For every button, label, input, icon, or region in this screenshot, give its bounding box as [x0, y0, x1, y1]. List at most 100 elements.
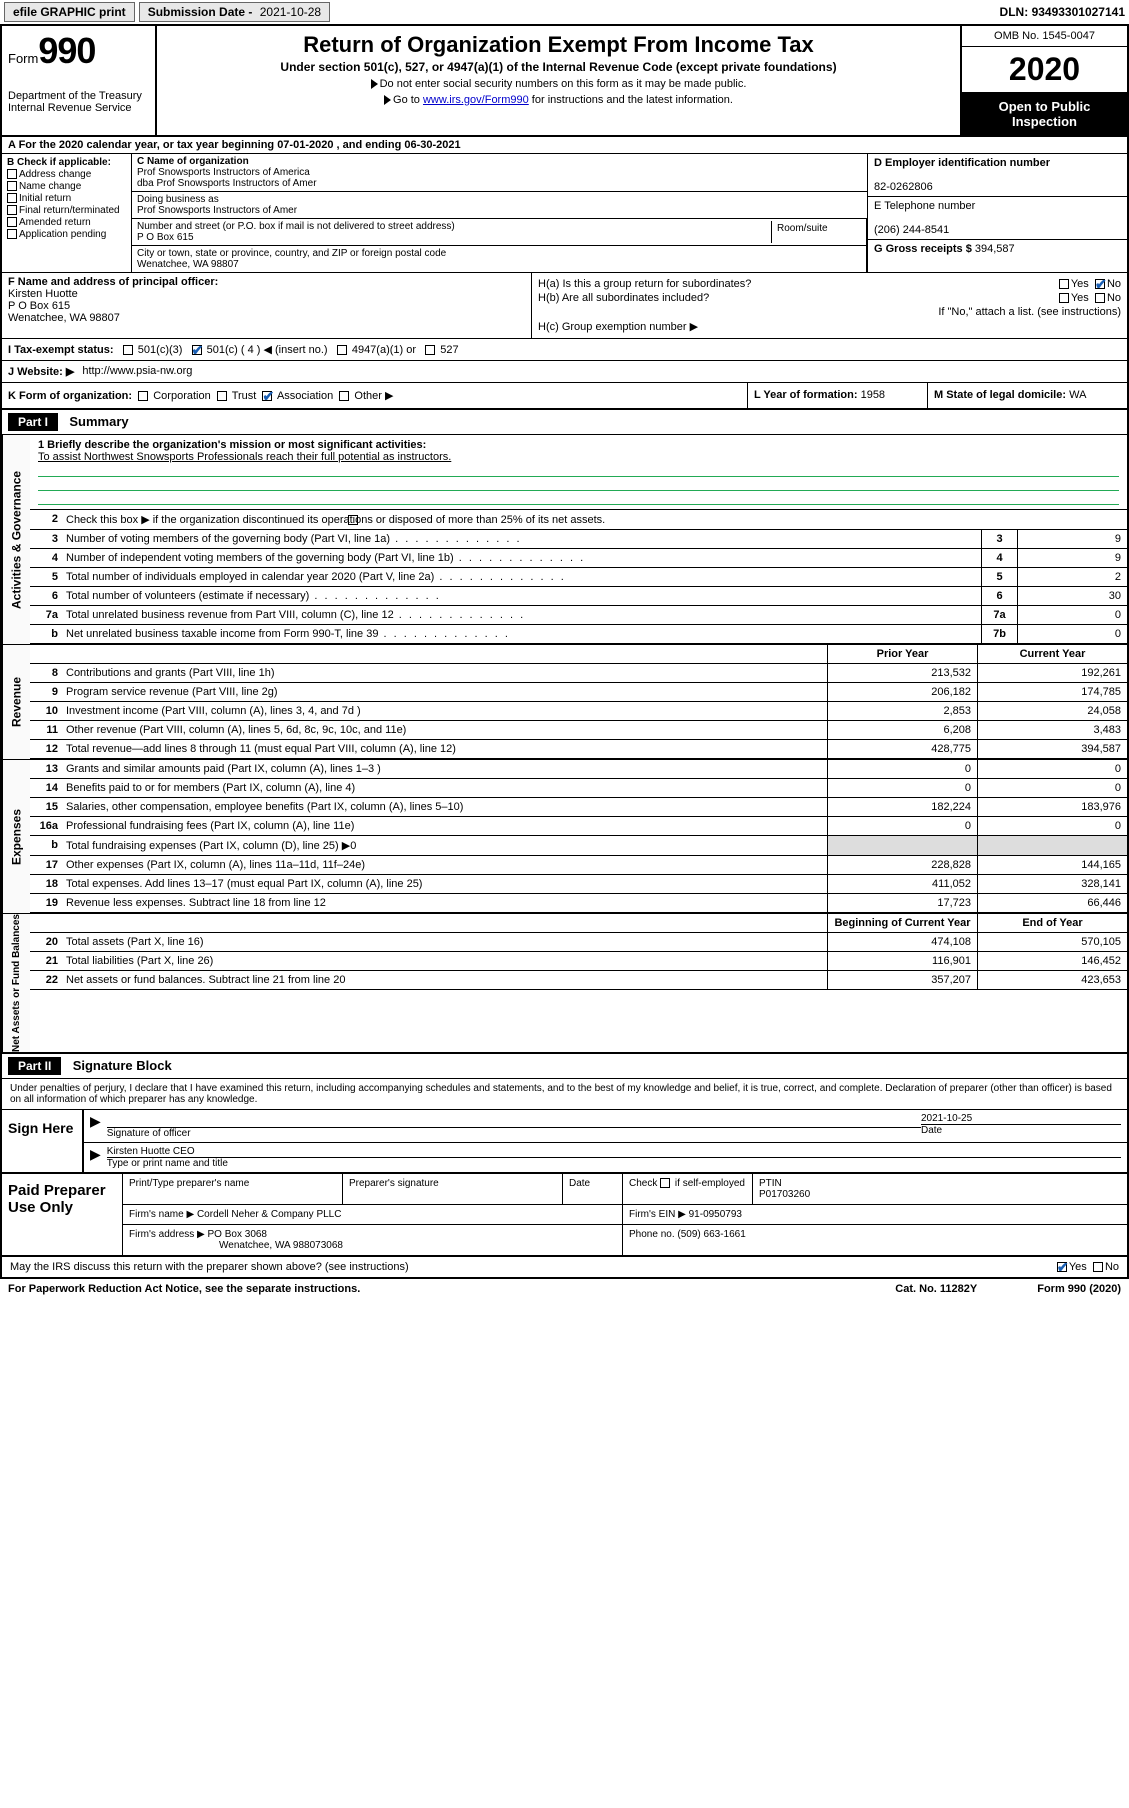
chk-address-change[interactable]: Address change: [7, 169, 126, 180]
triangle-icon: [371, 79, 378, 89]
preparer-block: Paid Preparer Use Only Print/Type prepar…: [0, 1174, 1129, 1257]
line-14: 14Benefits paid to or for members (Part …: [30, 779, 1127, 798]
klm-row: K Form of organization: Corporation Trus…: [0, 383, 1129, 410]
form-header: Form990 Department of the Treasury Inter…: [0, 26, 1129, 137]
year-formation: 1958: [861, 389, 885, 401]
vtab-expenses: Expenses: [2, 760, 30, 913]
arrow-icon: ▶: [90, 1146, 101, 1169]
box-f-label: F Name and address of principal officer:: [8, 276, 218, 288]
firm-phone: (509) 663-1661: [677, 1229, 745, 1240]
firm-addr2: Wenatchee, WA 988073068: [219, 1240, 343, 1251]
sub-date: 2021-10-28: [260, 5, 321, 19]
ha-no[interactable]: [1095, 279, 1105, 289]
ein-value: 82-0262806: [874, 181, 933, 193]
form-word: Form: [8, 51, 38, 66]
chk-501c3[interactable]: [123, 345, 133, 355]
chk-trust[interactable]: [217, 391, 227, 401]
box-g-label: G Gross receipts $: [874, 243, 972, 255]
part2-badge: Part II: [8, 1057, 61, 1075]
form-num: 990: [38, 30, 95, 71]
officer-name: Kirsten Huotte: [8, 288, 78, 300]
box-i: I Tax-exempt status: 501(c)(3) 501(c) ( …: [0, 339, 1129, 361]
hdr-end: End of Year: [977, 914, 1127, 932]
chk-assoc[interactable]: [262, 391, 272, 401]
pra-notice: For Paperwork Reduction Act Notice, see …: [8, 1283, 360, 1295]
chk-527[interactable]: [425, 345, 435, 355]
netassets-header: Beginning of Current Year End of Year: [30, 914, 1127, 933]
discuss-text: May the IRS discuss this return with the…: [10, 1261, 409, 1273]
firm-label: Firm's name ▶: [129, 1209, 194, 1220]
firm-addr1: PO Box 3068: [208, 1229, 267, 1240]
info-grid: B Check if applicable: Address change Na…: [0, 154, 1129, 273]
fh-grid: F Name and address of principal officer:…: [0, 273, 1129, 339]
part2-header: Part II Signature Block: [0, 1054, 1129, 1079]
chk-amended-return[interactable]: Amended return: [7, 217, 126, 228]
bottom-row: For Paperwork Reduction Act Notice, see …: [0, 1279, 1129, 1299]
triangle-icon: [384, 95, 391, 105]
chk-line2[interactable]: [348, 515, 358, 525]
box-c: C Name of organization Prof Snowsports I…: [132, 154, 867, 272]
firm-ein: 91-0950793: [689, 1209, 742, 1220]
part1-header: Part I Summary: [0, 410, 1129, 435]
prep-h3: Date: [563, 1174, 623, 1204]
firm-addr-label: Firm's address ▶: [129, 1229, 205, 1240]
chk-other[interactable]: [339, 391, 349, 401]
form-note2: Go to www.irs.gov/Form990 for instructio…: [163, 94, 954, 106]
line-13: 13Grants and similar amounts paid (Part …: [30, 760, 1127, 779]
topbar: efile GRAPHIC print Submission Date - 20…: [0, 0, 1129, 26]
arrow-icon: ▶: [90, 1113, 101, 1139]
chk-corp[interactable]: [138, 391, 148, 401]
box-j: J Website: ▶ http://www.psia-nw.org: [0, 361, 1129, 383]
submission-date-button[interactable]: Submission Date - 2021-10-28: [139, 2, 330, 22]
chk-self-employed[interactable]: [660, 1178, 670, 1188]
chk-discuss-no[interactable]: [1093, 1262, 1103, 1272]
mission-text: To assist Northwest Snowsports Professio…: [38, 451, 1119, 463]
form-subtitle: Under section 501(c), 527, or 4947(a)(1)…: [163, 60, 954, 74]
ha-yes[interactable]: [1059, 279, 1069, 289]
line-18: 18Total expenses. Add lines 13–17 (must …: [30, 875, 1127, 894]
chk-name-change[interactable]: Name change: [7, 181, 126, 192]
line-17: 17Other expenses (Part IX, column (A), l…: [30, 856, 1127, 875]
mission-block: 1 Briefly describe the organization's mi…: [30, 435, 1127, 510]
ha-text: H(a) Is this a group return for subordin…: [538, 278, 751, 290]
line-9: 9Program service revenue (Part VIII, lin…: [30, 683, 1127, 702]
prep-ptin: PTINP01703260: [753, 1174, 1127, 1204]
firm-ein-label: Firm's EIN ▶: [629, 1209, 686, 1220]
part2-title: Signature Block: [73, 1058, 172, 1073]
sig-date: 2021-10-25: [921, 1113, 1121, 1124]
chk-501c[interactable]: [192, 345, 202, 355]
line-a: A For the 2020 calendar year, or tax yea…: [0, 137, 1129, 154]
line-19: 19Revenue less expenses. Subtract line 1…: [30, 894, 1127, 913]
omb-number: OMB No. 1545-0047: [962, 26, 1127, 47]
box-h: H(a) Is this a group return for subordin…: [532, 273, 1127, 338]
dln: DLN: 93493301027141: [1000, 5, 1125, 19]
website-value: http://www.psia-nw.org: [82, 365, 192, 378]
part1-title: Summary: [69, 414, 128, 429]
line-22: 22Net assets or fund balances. Subtract …: [30, 971, 1127, 990]
box-j-label: J Website: ▶: [8, 365, 74, 378]
box-m: M State of legal domicile: WA: [927, 383, 1127, 408]
chk-4947[interactable]: [337, 345, 347, 355]
box-c-name-label: C Name of organization: [137, 156, 249, 167]
box-k-label: K Form of organization:: [8, 390, 132, 402]
summary-line-b: bNet unrelated business taxable income f…: [30, 625, 1127, 644]
discuss-row: May the IRS discuss this return with the…: [0, 1257, 1129, 1279]
chk-initial-return[interactable]: Initial return: [7, 193, 126, 204]
form-header-right: OMB No. 1545-0047 2020 Open to PublicIns…: [962, 26, 1127, 135]
efile-button[interactable]: efile GRAPHIC print: [4, 2, 135, 22]
irs-link[interactable]: www.irs.gov/Form990: [423, 94, 529, 106]
chk-final-return[interactable]: Final return/terminated: [7, 205, 126, 216]
chk-application-pending[interactable]: Application pending: [7, 229, 126, 240]
open-public: Open to PublicInspection: [962, 93, 1127, 135]
city-value: Wenatchee, WA 98807: [137, 259, 239, 270]
line-21: 21Total liabilities (Part X, line 26)116…: [30, 952, 1127, 971]
hb-yes[interactable]: [1059, 293, 1069, 303]
hb-no[interactable]: [1095, 293, 1105, 303]
vtab-netassets: Net Assets or Fund Balances: [2, 914, 30, 1052]
summary-line-5: 5Total number of individuals employed in…: [30, 568, 1127, 587]
line-8: 8Contributions and grants (Part VIII, li…: [30, 664, 1127, 683]
box-k: K Form of organization: Corporation Trus…: [2, 383, 747, 408]
dba-value: Prof Snowsports Instructors of Amer: [137, 205, 297, 216]
chk-discuss-yes[interactable]: [1057, 1262, 1067, 1272]
tax-year: 2020: [962, 47, 1127, 93]
